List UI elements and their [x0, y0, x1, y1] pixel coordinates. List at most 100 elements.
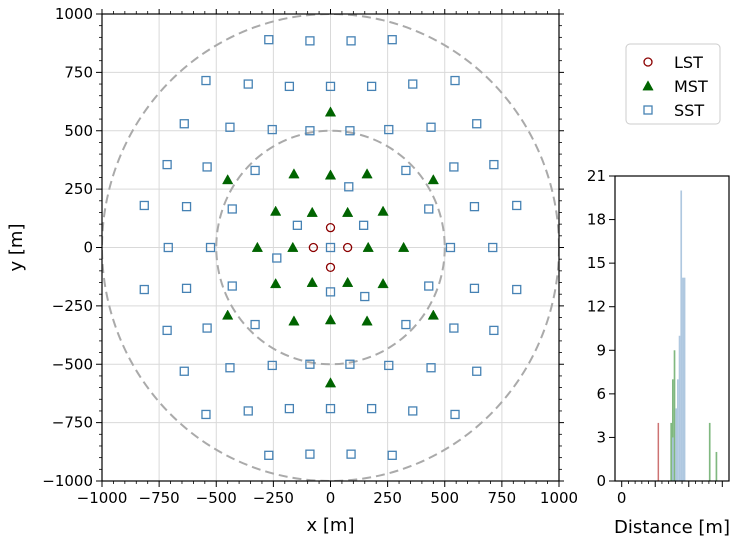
sst-point [201, 409, 211, 420]
sst-point [358, 220, 369, 230]
sst-point [384, 360, 394, 371]
hist-y-tick-label: 18 [587, 211, 606, 229]
sst-point [225, 363, 235, 373]
sst-point [387, 35, 397, 45]
sst-point [408, 79, 418, 89]
main-ticks: −1000 −750 −500 −250 0 250 500 750 1000 −1000 −750… [42, 5, 578, 507]
sst-point [227, 204, 237, 214]
sst-point [450, 409, 460, 420]
mst-point [361, 315, 373, 326]
mst-point [362, 241, 374, 252]
hist-y-tick-label: 6 [596, 385, 606, 403]
mst-point [251, 241, 264, 252]
sst-point [305, 449, 315, 459]
sst-point [345, 126, 355, 136]
hist-y-tick-label: 9 [596, 341, 606, 359]
mst-bar [670, 422, 672, 481]
mst-point [324, 169, 337, 180]
mst-point [288, 168, 300, 179]
lst-bar [657, 422, 660, 481]
sst-point [426, 363, 436, 373]
mst-point [324, 106, 337, 117]
mst-bar [672, 379, 674, 481]
mst-point [377, 205, 389, 216]
sst-point [225, 122, 235, 132]
mst-point [324, 377, 337, 388]
main-y-axis-label: y [m] [6, 224, 27, 272]
sst-point [243, 79, 253, 89]
sst-point [449, 323, 459, 333]
mst-point [270, 277, 282, 289]
legend: LST MST SST [625, 43, 721, 125]
sst-point [387, 450, 397, 460]
sst-point [325, 81, 336, 92]
sst-legend-marker [643, 105, 653, 115]
sst-point [469, 283, 480, 294]
main-grid [101, 13, 560, 482]
sst-point [179, 366, 189, 376]
sst-point [445, 242, 456, 253]
sst-point [202, 323, 212, 333]
sst-point [469, 201, 480, 212]
x-tick-label: −750 [139, 489, 180, 507]
mst-series [222, 106, 439, 388]
x-tick-label: 250 [373, 489, 402, 507]
sst-point [449, 162, 459, 172]
mst-bar [715, 451, 718, 481]
mst-point [342, 276, 354, 287]
x-tick-label: 500 [430, 489, 459, 507]
mst-point [342, 206, 354, 217]
sst-point [424, 204, 434, 214]
y-tick-label: −750 [52, 414, 93, 432]
y-tick-label: −250 [52, 297, 93, 315]
sst-point [360, 291, 370, 302]
hist-y-tick-label: 12 [587, 298, 606, 316]
sst-histogram [672, 190, 686, 481]
sst-point [512, 200, 522, 211]
sst-point [366, 403, 377, 414]
mst-point [306, 206, 318, 217]
mst-bar [673, 350, 676, 481]
hist-x-tick-label: 0 [617, 489, 627, 507]
histogram-ticks: 0 3 6 9 12 15 18 21 0 [587, 167, 723, 507]
mst-point [222, 309, 234, 320]
sst-point [267, 360, 277, 371]
sst-point [345, 359, 355, 369]
y-tick-label: −1000 [42, 472, 93, 490]
x-tick-label: 1000 [540, 489, 578, 507]
sst-point [162, 159, 172, 170]
lst-point [325, 223, 336, 233]
y-tick-label: 0 [83, 239, 93, 257]
y-tick-label: 1000 [55, 5, 93, 23]
legend-label: SST [674, 101, 704, 120]
sst-point [488, 242, 498, 253]
sst-point [139, 200, 149, 211]
mst-point [287, 241, 299, 252]
sst-point [325, 287, 336, 297]
sst-point [384, 124, 394, 135]
y-tick-label: 750 [64, 63, 93, 81]
boundary-circles [102, 14, 559, 481]
sst-point [346, 36, 356, 46]
sst-point [163, 242, 173, 253]
mst-point [324, 314, 337, 325]
mst-point [427, 309, 439, 320]
x-tick-label: −250 [253, 489, 294, 507]
histogram-axes-frame [614, 175, 730, 482]
sst-point [344, 182, 354, 192]
mst-legend-marker [642, 80, 654, 91]
sst-point [489, 325, 499, 336]
mst-point [427, 174, 439, 185]
sst-point [201, 75, 211, 86]
sst-point [267, 124, 277, 135]
main-points [139, 35, 522, 460]
sst-point [305, 126, 315, 136]
mst-point [270, 205, 282, 216]
sst-point [272, 253, 282, 263]
sst-point [450, 75, 460, 86]
y-tick-label: 500 [64, 122, 93, 140]
sst-point [179, 119, 189, 129]
hist-y-tick-label: 3 [596, 428, 606, 446]
sst-point [292, 220, 303, 230]
